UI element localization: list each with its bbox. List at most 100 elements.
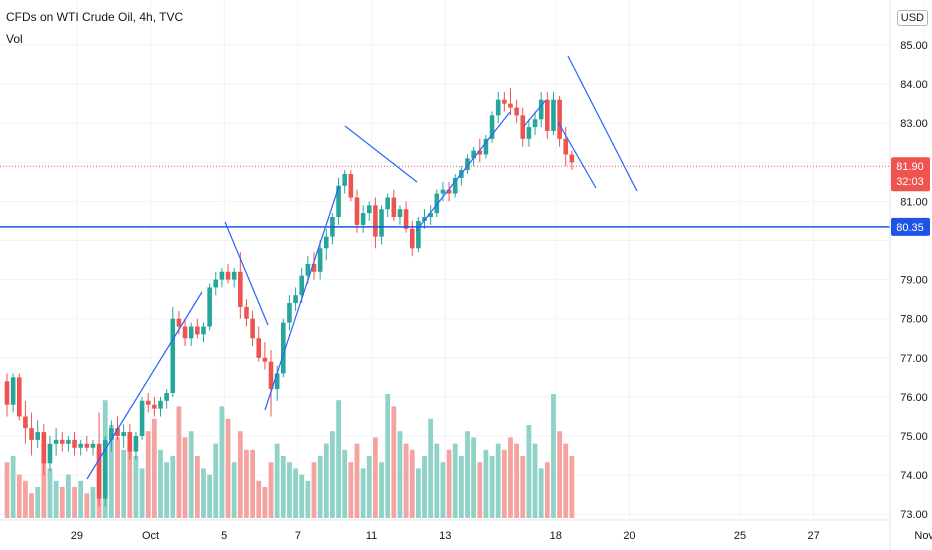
price-tick-label: 81.00 [900,196,928,208]
candle-body [489,115,495,139]
volume-bar [366,456,372,518]
candle-body [311,263,317,272]
volume-bar [274,443,280,518]
candle-body [23,416,28,429]
volume-bar [158,449,163,518]
volume-bar [4,462,10,518]
volume-bar [213,443,219,518]
candle-body [158,400,163,409]
candle-body [213,279,219,288]
volume-bar [526,425,532,518]
volume-bar [244,449,249,518]
volume-bar [403,443,409,518]
volume-bar [84,493,90,518]
candle-body [563,138,569,155]
time-axis[interactable]: 29 Oct 5 7 11 13 18 20 25 27 Nov [0,519,932,542]
candle-body [231,271,237,280]
volume-bar [520,456,526,518]
volume-bar [385,394,391,518]
volume-bar [409,449,415,518]
candle-body [139,400,145,436]
candle-body [96,443,102,499]
trend-line [523,99,547,127]
candle-body [557,99,562,139]
countdown-label: 32:03 [896,176,924,188]
candle-body [354,197,360,225]
volume-bar [145,431,151,518]
candle-body [145,400,151,405]
last-price-label: 81.90 [896,161,924,173]
hline-price-tag [891,217,930,236]
volume-indicator-label[interactable]: Vol [6,32,23,46]
volume-bar [360,468,366,518]
time-tick-label: Oct [142,530,159,542]
volume-bar [348,462,354,518]
volume-bar [188,431,194,518]
volume-bar [72,487,77,518]
candle-body [526,127,532,139]
time-tick-label: 29 [71,530,83,542]
candle-body [416,220,421,249]
candle-body [336,185,341,218]
volume-bar [35,487,41,518]
trend-line [567,55,638,192]
candle-body [385,197,390,210]
hline-price-label: 80.35 [896,222,924,234]
price-axis[interactable]: 73.00 74.00 75.00 76.00 77.00 78.00 79.00 81.00… [889,0,930,550]
volume-bar [66,474,71,518]
volume-bar [538,468,544,518]
volume-bar [47,468,53,518]
volume-bar [489,456,495,518]
candle-body [16,377,22,417]
volume-bar [231,462,237,518]
volume-bar [305,480,311,518]
time-tick-label: 7 [295,530,301,542]
candle-body [317,248,323,272]
candle-body [483,138,489,155]
currency-badge[interactable]: USD [896,10,928,26]
volume-bar [121,449,127,518]
candle-body [250,318,255,339]
candle-body [170,318,176,393]
volume-bar [127,443,133,518]
volume-bar [483,449,489,518]
candle-body [127,432,133,452]
candle-body [366,205,372,214]
candle-body [397,209,403,218]
candle-body [238,271,243,307]
volume-bar [415,468,421,518]
price-tick-label: 83.00 [900,118,928,130]
candle-body [281,322,286,374]
candle-body [391,197,397,218]
volume-bar [434,443,440,518]
volume-bar [428,418,434,518]
volume-bar [293,468,298,518]
volume-bar [452,443,458,518]
candle-body [373,205,378,237]
candle-body [532,119,538,128]
time-tick-label: 11 [366,530,377,542]
volume-bar [280,456,286,518]
candle-body [133,436,139,452]
volume-bar [151,418,157,518]
candle-body [207,287,212,327]
candle-body [244,306,249,319]
volume-bar [53,480,59,518]
time-tick-label: 20 [623,530,635,542]
candle-body [422,217,427,221]
price-tick-label: 75.00 [900,431,928,443]
volume-bar [495,443,501,518]
volume-bar [59,487,65,518]
price-tick-label: 74.00 [900,470,928,482]
candle-body [182,326,188,339]
candle-body [90,443,96,448]
price-tick-label: 76.00 [900,392,928,404]
trend-lines[interactable] [0,55,890,480]
trend-line [344,125,418,183]
volume-bar [207,474,213,518]
candle-body [305,263,311,276]
time-tick-label: 18 [550,530,562,542]
candle-body [471,150,476,159]
volume-bar [397,431,403,518]
